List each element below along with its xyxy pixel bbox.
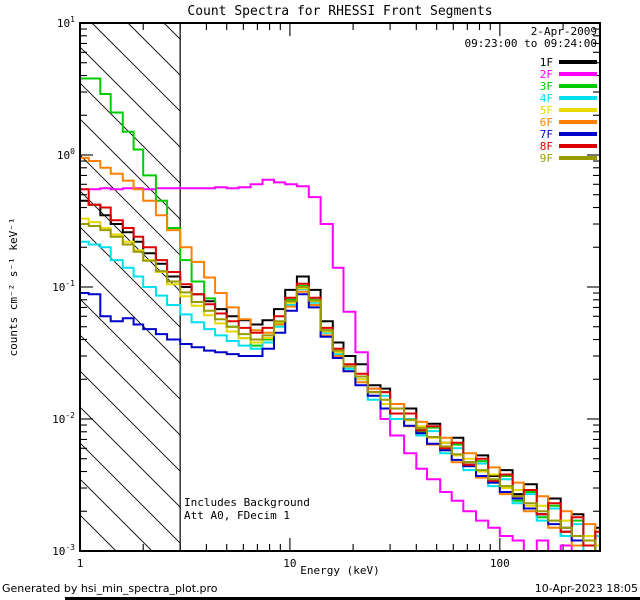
legend-color-bar-9f — [559, 156, 597, 160]
legend-label-1f: 1F — [539, 55, 553, 69]
legend-label-4f: 4F — [539, 91, 553, 105]
spectrum-curve-6f — [80, 156, 600, 551]
legend-item-7f: 7F — [539, 127, 597, 141]
x-tick-label: 100 — [490, 557, 510, 570]
legend-item-1f: 1F — [539, 55, 597, 69]
generator-credit: Generated by hsi_min_spectra_plot.pro — [2, 582, 218, 595]
annotation-includes-background: Includes Background — [184, 496, 310, 509]
spectrum-curve-9f — [80, 223, 600, 551]
observation-datetime: 2-Apr-2009 09:23:00 to 09:24:00 — [465, 26, 597, 50]
x-axis-label: Energy (keV) — [300, 564, 380, 577]
legend-item-6f: 6F — [539, 115, 597, 129]
legend-item-9f: 9F — [539, 151, 597, 165]
axis-tick-labels: 1 10 100 10-3 10-2 10-1 100 101 — [52, 15, 510, 570]
spectra-curves — [80, 77, 600, 551]
legend-item-3f: 3F — [539, 79, 597, 93]
legend-item-5f: 5F — [539, 103, 597, 117]
legend-label-3f: 3F — [539, 79, 553, 93]
plot-frame — [79, 22, 601, 552]
spectrum-curve-2f — [80, 178, 600, 551]
spectrum-curve-3f — [80, 77, 600, 547]
observation-date: 2-Apr-2009 — [530, 25, 597, 38]
legend-color-bar-4f — [559, 96, 597, 100]
legend-color-bar-8f — [559, 144, 597, 148]
legend-color-bar-5f — [559, 108, 597, 112]
legend-item-2f: 2F — [539, 67, 597, 81]
legend-color-bar-6f — [559, 120, 597, 124]
legend-label-5f: 5F — [539, 103, 553, 117]
legend-item-4f: 4F — [539, 91, 597, 105]
y-tick-label: 10-2 — [52, 411, 75, 426]
legend-label-7f: 7F — [539, 127, 553, 141]
legend-item-8f: 8F — [539, 139, 597, 153]
y-tick-label: 101 — [57, 15, 75, 30]
legend-color-bar-1f — [559, 60, 597, 64]
y-tick-label: 100 — [57, 147, 75, 162]
legend-color-bar-7f — [559, 132, 597, 136]
spectrum-curve-7f — [80, 292, 600, 551]
legend-label-2f: 2F — [539, 67, 553, 81]
x-tick-label: 10 — [283, 557, 296, 570]
legend: 1F 2F 3F 4F 5F 6F 7F 8F 9F — [539, 55, 597, 165]
spectrum-curve-1f — [80, 199, 600, 547]
observation-time-range: 09:23:00 to 09:24:00 — [464, 37, 597, 50]
axis-ticks — [79, 22, 601, 552]
legend-color-bar-3f — [559, 84, 597, 88]
page-title: Count Spectra for RHESSI Front Segments — [187, 4, 493, 19]
legend-color-bar-2f — [559, 72, 597, 76]
y-tick-label: 10-3 — [52, 543, 75, 558]
y-tick-label: 10-1 — [52, 279, 75, 294]
y-axis-label: counts cm⁻² s⁻¹ keV⁻¹ — [7, 217, 20, 357]
spectrum-curve-4f — [80, 240, 600, 551]
legend-label-9f: 9F — [539, 151, 553, 165]
generation-timestamp: 10-Apr-2023 18:05 — [534, 582, 638, 595]
annotation-attenuator-state: Att A0, FDecim 1 — [184, 509, 290, 522]
window-bottom-edge — [65, 597, 640, 600]
spectrum-curve-8f — [80, 188, 600, 547]
x-tick-label: 1 — [77, 557, 84, 570]
legend-label-8f: 8F — [539, 139, 553, 153]
legend-label-6f: 6F — [539, 115, 553, 129]
